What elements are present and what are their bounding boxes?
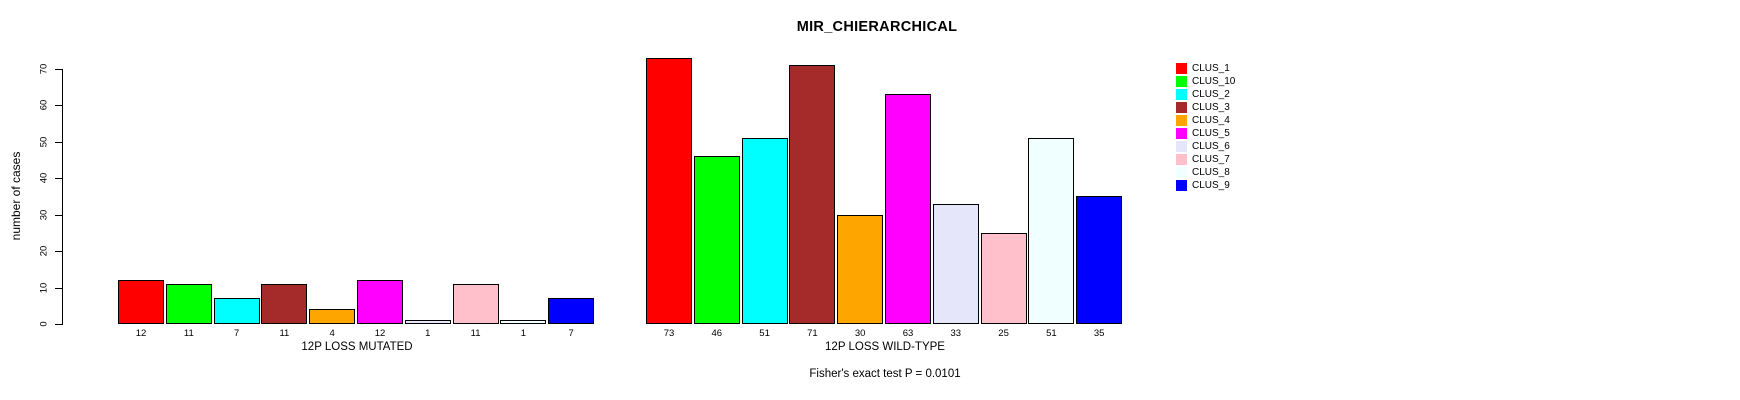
fisher-test-annotation: Fisher's exact test P = 0.0101: [809, 368, 961, 380]
legend-swatch-icon: [1176, 167, 1187, 178]
legend-row: CLUS_3: [1176, 101, 1235, 114]
bar-value-label: 30: [854, 328, 866, 339]
x-axis-label-wildtype: 12P LOSS WILD-TYPE: [825, 341, 945, 353]
legend-label: CLUS_1: [1192, 63, 1230, 74]
bar-value-label: 51: [759, 328, 770, 339]
bar-value-label: 11: [279, 328, 290, 339]
legend-label: CLUS_7: [1192, 154, 1230, 165]
legend-label: CLUS_4: [1192, 115, 1230, 126]
y-tick-label: 30: [38, 209, 50, 220]
bar-clus_9: [1076, 196, 1123, 324]
x-axis-label-mutated: 12P LOSS MUTATED: [301, 341, 413, 353]
bar-value-label: 25: [998, 328, 1009, 339]
y-tick-mark: [55, 68, 62, 70]
bar-clus_7: [980, 232, 1027, 324]
legend-swatch-icon: [1176, 102, 1187, 113]
legend-swatch-icon: [1176, 141, 1187, 152]
y-tick-mark: [55, 178, 62, 180]
bar-value-label: 63: [902, 328, 914, 339]
legend-swatch-icon: [1176, 89, 1187, 100]
legend-label: CLUS_3: [1192, 102, 1230, 113]
y-tick-label: 20: [38, 245, 50, 257]
legend-row: CLUS_1: [1176, 62, 1235, 75]
bar-clus_10: [165, 283, 212, 324]
bar-value-label: 12: [374, 328, 386, 339]
bar-value-label: 11: [470, 328, 481, 339]
y-tick-label: 40: [38, 172, 50, 184]
legend-row: CLUS_9: [1176, 179, 1235, 192]
bar-value-label: 7: [568, 328, 574, 339]
legend-row: CLUS_4: [1176, 114, 1235, 127]
y-tick-mark: [55, 251, 62, 253]
bar-value-label: 11: [183, 328, 194, 339]
bar-clus_8: [500, 320, 547, 324]
legend-label: CLUS_9: [1192, 180, 1230, 191]
legend-row: CLUS_6: [1176, 140, 1235, 153]
y-tick-mark: [55, 105, 62, 107]
legend-label: CLUS_10: [1192, 76, 1236, 87]
bar-clus_7: [452, 283, 499, 324]
legend-swatch-icon: [1176, 63, 1187, 74]
legend-label: CLUS_8: [1192, 167, 1230, 178]
bar-value-label: 7: [233, 328, 240, 339]
bar-clus_2: [741, 138, 788, 324]
bar-clus_4: [837, 214, 884, 324]
bar-value-label: 33: [950, 328, 962, 339]
bar-value-label: 73: [663, 328, 675, 339]
legend-row: CLUS_7: [1176, 153, 1235, 166]
y-tick-mark: [55, 287, 62, 289]
y-tick-label: 50: [38, 136, 50, 148]
bar-clus_3: [789, 65, 836, 324]
bar-clus_10: [693, 156, 740, 324]
bar-value-label: 1: [425, 328, 431, 339]
bar-clus_1: [646, 58, 692, 324]
y-axis-label: number of cases: [9, 151, 23, 241]
bar-value-label: 35: [1093, 328, 1105, 339]
legend-swatch-icon: [1176, 154, 1187, 165]
bar-clus_6: [404, 320, 451, 324]
y-tick-mark: [55, 214, 62, 216]
bar-value-label: 51: [1046, 328, 1057, 339]
bar-value-label: 71: [807, 328, 818, 339]
legend-row: CLUS_8: [1176, 166, 1235, 179]
legend-label: CLUS_5: [1192, 128, 1230, 139]
y-axis-line: [62, 69, 63, 325]
bar-clus_2: [213, 298, 260, 324]
legend-swatch-icon: [1176, 115, 1187, 126]
bar-clus_8: [1028, 138, 1075, 324]
y-tick-label: 10: [38, 282, 50, 293]
legend-row: CLUS_5: [1176, 127, 1235, 140]
bar-value-label: 46: [711, 328, 723, 339]
bar-clus_4: [309, 309, 356, 324]
bar-clus_6: [932, 203, 979, 324]
legend-swatch-icon: [1176, 76, 1187, 87]
legend-swatch-icon: [1176, 128, 1187, 139]
bar-clus_3: [261, 283, 308, 324]
y-tick-label: 0: [38, 321, 50, 327]
bar-clus_5: [885, 94, 931, 324]
bar-value-label: 4: [329, 328, 335, 339]
legend-swatch-icon: [1176, 180, 1187, 191]
bar-clus_1: [118, 280, 164, 324]
chart-title: MIR_CHIERARCHICAL: [796, 19, 958, 35]
legend: CLUS_1 CLUS_10 CLUS_2 CLUS_3 CLUS_4 CLUS_5 CLU…: [1176, 62, 1235, 192]
legend-row: CLUS_2: [1176, 88, 1235, 101]
bar-clus_9: [548, 298, 595, 324]
legend-row: CLUS_10: [1176, 75, 1235, 88]
y-tick-mark: [55, 141, 62, 143]
y-tick-mark: [55, 324, 62, 325]
y-tick-label: 70: [38, 63, 50, 75]
bar-clus_5: [357, 280, 403, 324]
y-tick-label: 60: [38, 100, 50, 111]
bar-value-label: 1: [520, 328, 527, 339]
legend-label: CLUS_6: [1192, 141, 1230, 152]
bar-value-label: 12: [135, 328, 147, 339]
legend-label: CLUS_2: [1192, 89, 1230, 100]
